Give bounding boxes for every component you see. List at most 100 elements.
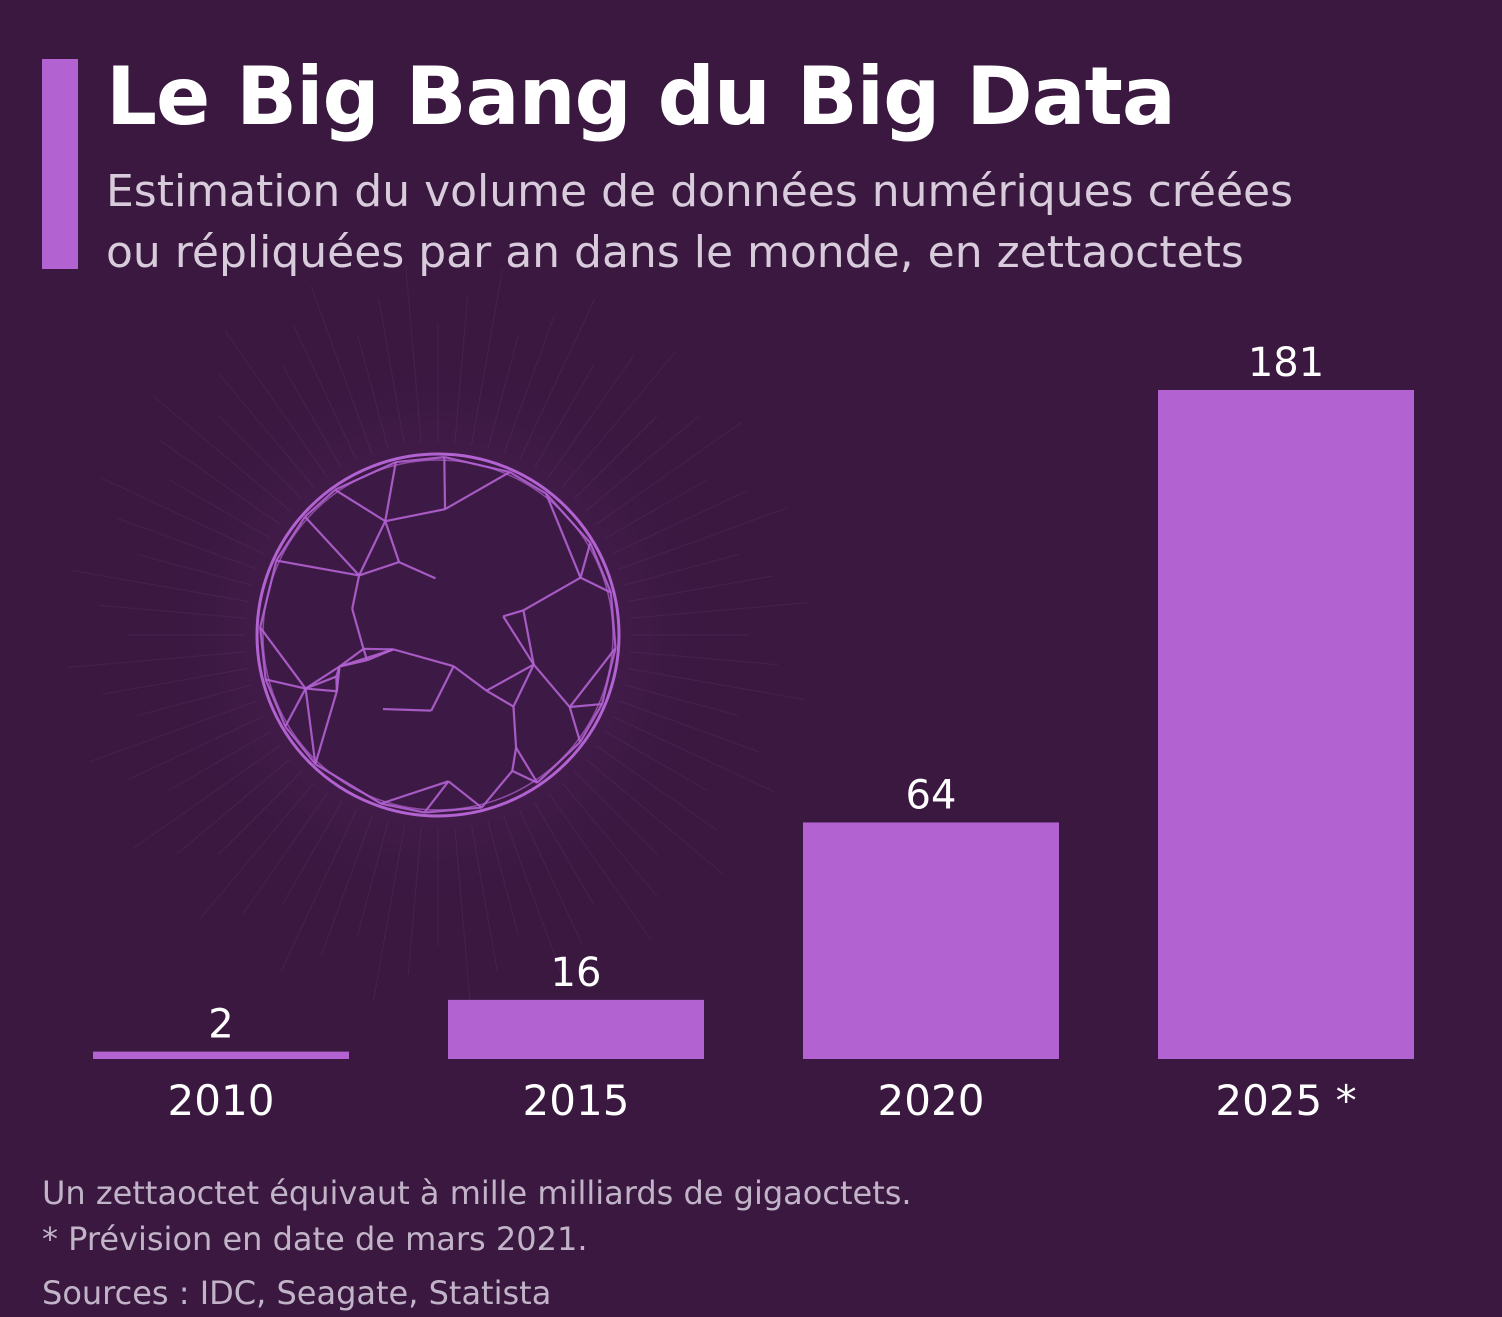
globe-mesh-line bbox=[509, 471, 547, 495]
subtitle-line-1: Estimation du volume de données numériqu… bbox=[106, 166, 1294, 217]
globe-mesh-line bbox=[609, 592, 617, 649]
globe-ray bbox=[604, 731, 708, 791]
globe-mesh-line bbox=[443, 457, 447, 510]
globe-ray bbox=[630, 602, 808, 619]
globe-ray bbox=[624, 554, 739, 586]
globe-mesh-line bbox=[276, 559, 360, 577]
globe-ray bbox=[168, 479, 272, 539]
bar-value-label-1: 16 bbox=[551, 950, 602, 996]
globe-mesh-line bbox=[589, 542, 612, 593]
globe-ray bbox=[619, 700, 759, 753]
globe-ray bbox=[217, 414, 302, 499]
globe-ray bbox=[624, 684, 739, 716]
globe-outline bbox=[255, 452, 621, 818]
wireframe-globe-icon bbox=[68, 265, 808, 1005]
globe-ray bbox=[595, 421, 743, 525]
globe-mesh-line bbox=[265, 678, 306, 690]
bar-value-label-0: 2 bbox=[208, 1002, 233, 1048]
globe-mesh-line bbox=[275, 516, 306, 562]
globe-ray bbox=[604, 479, 708, 539]
globe-ray bbox=[454, 295, 469, 443]
globe-mesh-line bbox=[314, 763, 382, 805]
globe-mesh-line bbox=[382, 707, 432, 712]
globe-mesh-line bbox=[304, 665, 341, 690]
globe-mesh-line bbox=[314, 690, 338, 765]
globe-mesh-line bbox=[485, 663, 535, 692]
globe-ray bbox=[137, 684, 252, 716]
globe-ray bbox=[128, 716, 264, 780]
globe-ray bbox=[89, 700, 257, 763]
bar-0 bbox=[93, 1051, 349, 1059]
globe-mesh-line bbox=[259, 627, 267, 680]
globe-ray bbox=[320, 816, 373, 956]
globe-mesh-line bbox=[522, 576, 582, 612]
category-label-2: 2020 bbox=[878, 1076, 985, 1125]
globe-mesh-line bbox=[339, 648, 394, 668]
globe-ray bbox=[293, 325, 357, 461]
globe-mesh-line bbox=[502, 615, 535, 666]
globe-mesh-line bbox=[351, 575, 361, 610]
globe-mesh-line bbox=[423, 780, 450, 814]
globe-mesh-line bbox=[447, 780, 483, 809]
globe-ray bbox=[102, 668, 249, 695]
globe-ray bbox=[471, 824, 498, 971]
globe-ray bbox=[168, 731, 272, 791]
chart-title: Le Big Bang du Big Data bbox=[106, 50, 1176, 143]
globe-ray bbox=[407, 827, 422, 975]
globe-mesh-line bbox=[480, 770, 514, 809]
globe-mesh-line bbox=[452, 665, 488, 692]
globe-mesh-line bbox=[380, 802, 425, 814]
globe-mesh-line bbox=[580, 576, 612, 594]
globe-mesh-line bbox=[545, 492, 592, 544]
bar-1 bbox=[448, 999, 704, 1059]
globe-mesh-line bbox=[600, 647, 617, 705]
globe-ray bbox=[153, 396, 291, 512]
globe-ray bbox=[619, 507, 787, 570]
globe-mesh-line bbox=[512, 664, 535, 708]
globe-ray bbox=[373, 824, 405, 1001]
globe-ray bbox=[585, 415, 700, 512]
globe-mesh-line bbox=[515, 747, 539, 784]
globe-mesh-line bbox=[304, 488, 336, 518]
globe-ray bbox=[242, 792, 328, 915]
globe-ray bbox=[137, 554, 252, 586]
globe-ray bbox=[72, 570, 249, 602]
globe-ray bbox=[630, 651, 778, 666]
globe-mesh-line bbox=[305, 675, 337, 690]
globe-ray bbox=[487, 821, 519, 936]
globe-ray bbox=[519, 809, 583, 945]
globe-mesh-line bbox=[338, 647, 365, 668]
globe-ray bbox=[176, 758, 291, 855]
globe-mesh-line bbox=[351, 608, 365, 650]
bar-value-label-3: 181 bbox=[1248, 340, 1324, 386]
sources-line: Sources : IDC, Seagate, Statista bbox=[42, 1274, 552, 1312]
footer-notes: Un zettaoctet équivaut à mille milliards… bbox=[42, 1170, 912, 1316]
globe-mesh-line bbox=[398, 561, 436, 580]
globe-ray bbox=[158, 439, 281, 525]
globe-ray bbox=[519, 298, 596, 461]
globe-mesh-line bbox=[579, 542, 592, 578]
globe-ray bbox=[487, 334, 519, 449]
globe-ray bbox=[574, 414, 659, 499]
globe-mesh-line bbox=[335, 666, 341, 677]
globe-mesh-line bbox=[304, 688, 317, 765]
globe-mesh-line bbox=[511, 747, 518, 772]
globe-ray bbox=[534, 365, 594, 469]
globe-mesh-line bbox=[305, 687, 337, 693]
globe-inner-ring bbox=[262, 459, 614, 811]
globe-ray bbox=[357, 334, 389, 449]
globe-mesh-line bbox=[532, 663, 571, 708]
globe-ray bbox=[627, 668, 804, 700]
globe-ray bbox=[561, 782, 658, 897]
globe-ray bbox=[310, 286, 373, 454]
globe-mesh-line bbox=[502, 609, 524, 618]
globe-mesh-line bbox=[284, 725, 317, 765]
globe-ray bbox=[101, 477, 264, 554]
globe-mesh-line bbox=[264, 679, 287, 727]
globe-ray bbox=[503, 314, 556, 454]
category-label-3: 2025 * bbox=[1215, 1076, 1356, 1125]
category-label-1: 2015 bbox=[523, 1076, 630, 1125]
globe-mesh-line bbox=[444, 456, 511, 474]
subtitle-line-2: ou répliquées par an dans le monde, en z… bbox=[106, 227, 1244, 278]
globe-ray bbox=[98, 604, 246, 619]
